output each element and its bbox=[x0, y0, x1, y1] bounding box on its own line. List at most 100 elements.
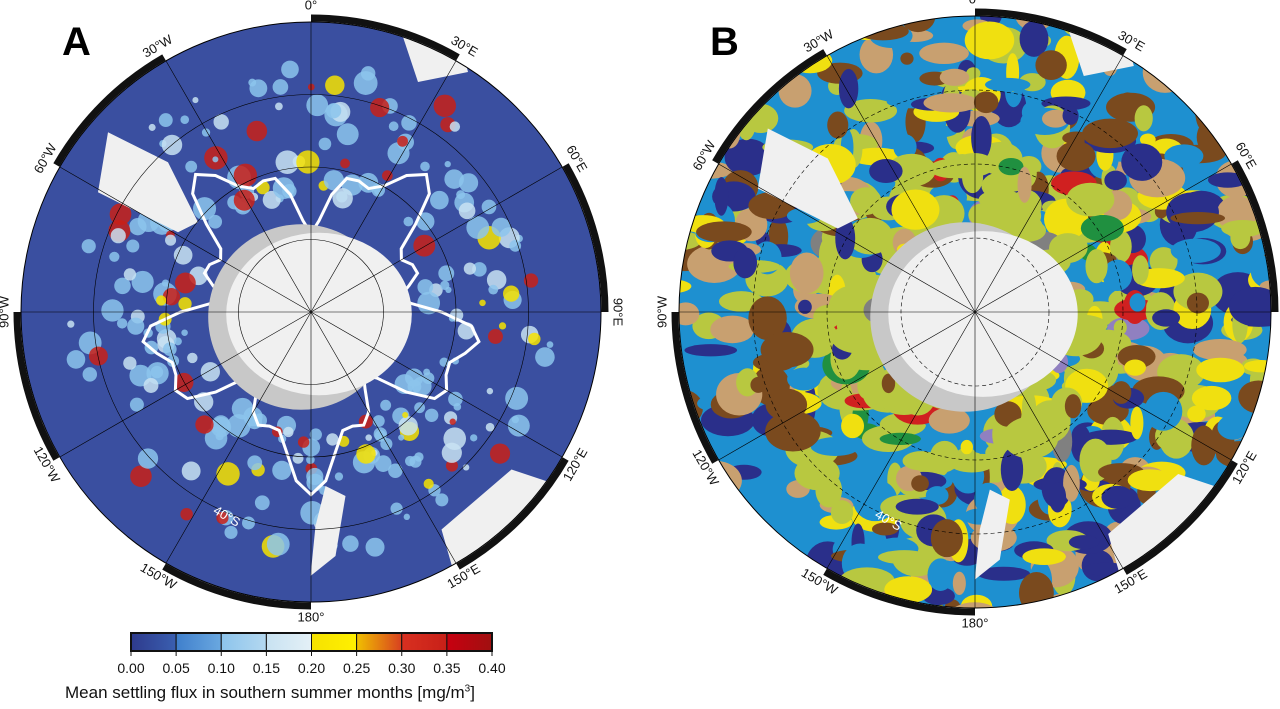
flux-patch bbox=[272, 79, 289, 95]
frame-segment bbox=[1231, 160, 1279, 313]
class-patch bbox=[844, 99, 898, 123]
panel-b-letter: B bbox=[710, 20, 739, 64]
class-patch bbox=[1170, 212, 1225, 225]
class-patch bbox=[1124, 359, 1146, 376]
flux-patch bbox=[131, 270, 154, 294]
class-patch bbox=[966, 67, 981, 80]
class-patch bbox=[850, 187, 882, 216]
flux-patch bbox=[167, 355, 180, 367]
class-patch bbox=[1186, 292, 1209, 314]
flux-patch bbox=[430, 190, 449, 210]
flux-patch bbox=[110, 228, 126, 244]
flux-patch bbox=[309, 428, 322, 441]
flux-patch bbox=[162, 342, 177, 357]
class-patch bbox=[939, 68, 970, 86]
flux-patch bbox=[173, 245, 193, 265]
class-patch bbox=[984, 77, 1031, 92]
class-patch bbox=[724, 138, 772, 177]
flux-patch bbox=[200, 362, 220, 382]
meridian-line bbox=[974, 311, 1232, 461]
class-patch bbox=[1022, 548, 1066, 565]
flux-patch bbox=[332, 188, 353, 209]
flux-patch bbox=[403, 513, 410, 521]
class-patch bbox=[891, 189, 940, 230]
flux-patch bbox=[292, 452, 304, 464]
longitude-label: 30°W bbox=[140, 31, 176, 60]
class-patch bbox=[1018, 571, 1054, 608]
class-patch bbox=[1085, 249, 1108, 284]
flux-patch bbox=[489, 443, 511, 464]
class-patch bbox=[1101, 485, 1134, 509]
class-patch bbox=[771, 456, 786, 493]
flux-patch bbox=[472, 262, 487, 277]
class-patch bbox=[925, 486, 949, 505]
flux-patch bbox=[380, 399, 392, 411]
flux-patch bbox=[438, 265, 455, 282]
flux-patch bbox=[318, 137, 332, 151]
flux-patch bbox=[444, 169, 464, 189]
flux-patch bbox=[281, 60, 299, 79]
class-patch bbox=[835, 217, 856, 260]
colorbar-tick-label: 0.00 bbox=[117, 660, 144, 676]
flux-patch bbox=[479, 299, 486, 307]
class-patch bbox=[679, 302, 700, 326]
class-patch bbox=[1191, 425, 1217, 466]
flux-patch bbox=[503, 285, 520, 302]
class-patch bbox=[810, 437, 860, 456]
class-patch bbox=[1111, 381, 1132, 404]
class-patch bbox=[815, 472, 843, 508]
class-patch bbox=[928, 407, 970, 434]
flux-patch bbox=[192, 197, 217, 221]
class-patch bbox=[765, 411, 821, 452]
flux-patch bbox=[486, 387, 494, 395]
meridian-line bbox=[974, 55, 1124, 313]
flux-patch bbox=[402, 412, 409, 419]
flux-patch bbox=[498, 322, 507, 330]
flux-patch bbox=[66, 350, 86, 369]
class-patch bbox=[911, 475, 929, 492]
class-patch bbox=[964, 21, 1015, 60]
longitude-label: 90°W bbox=[654, 295, 669, 328]
class-patch bbox=[760, 332, 814, 368]
flux-patch bbox=[535, 347, 555, 367]
longitude-label: 0° bbox=[969, 0, 981, 6]
flux-patch bbox=[374, 455, 392, 472]
class-patch bbox=[1068, 535, 1100, 550]
class-patch bbox=[679, 210, 688, 251]
flux-patch bbox=[340, 158, 350, 169]
flux-patch bbox=[101, 299, 124, 322]
class-patch bbox=[1062, 106, 1079, 125]
class-patch bbox=[884, 576, 933, 604]
class-patch bbox=[944, 599, 961, 608]
class-patch bbox=[919, 42, 969, 65]
flux-patch bbox=[195, 415, 214, 434]
flux-patch bbox=[296, 150, 320, 174]
flux-patch bbox=[372, 415, 385, 427]
flux-patch bbox=[129, 397, 144, 412]
flux-patch bbox=[325, 75, 345, 95]
flux-patch bbox=[440, 280, 450, 291]
class-patch bbox=[1187, 405, 1206, 423]
class-patch bbox=[1056, 141, 1096, 172]
class-patch bbox=[1021, 101, 1043, 124]
meridian-line bbox=[974, 163, 1232, 313]
class-patch bbox=[716, 491, 747, 517]
class-patch bbox=[798, 299, 812, 314]
class-patch bbox=[748, 296, 787, 341]
flux-patch bbox=[216, 462, 240, 486]
frame-segment bbox=[823, 568, 976, 616]
flux-patch bbox=[511, 416, 519, 424]
class-patch bbox=[977, 566, 1031, 581]
class-patch bbox=[714, 177, 729, 216]
meridian-line bbox=[59, 166, 312, 313]
flux-patch bbox=[233, 189, 255, 211]
meridian-line bbox=[310, 166, 563, 313]
flux-patch bbox=[435, 493, 449, 507]
colorbar-bin bbox=[130, 632, 177, 652]
map-panel-b: 0°30°E60°E90°E120°E150°E180°150°W120°W90… bbox=[654, 0, 1279, 630]
flux-patch bbox=[453, 403, 462, 411]
colorbar-tick-label: 0.15 bbox=[253, 660, 280, 676]
class-patch bbox=[679, 230, 702, 251]
flux-patch bbox=[523, 273, 539, 288]
